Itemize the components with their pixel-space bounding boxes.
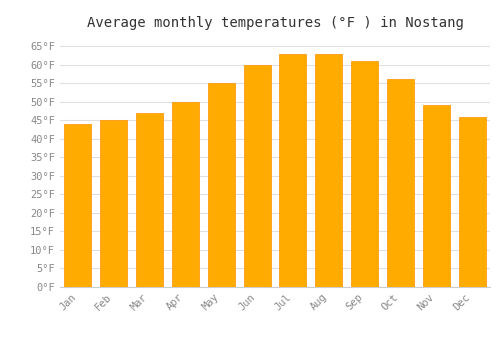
Bar <box>208 83 234 287</box>
Title: Average monthly temperatures (°F ) in Nostang: Average monthly temperatures (°F ) in No… <box>86 16 464 30</box>
Bar <box>172 102 199 287</box>
Bar <box>458 117 485 287</box>
Bar <box>351 61 378 287</box>
Bar <box>387 79 414 287</box>
Bar <box>64 124 92 287</box>
Bar <box>136 113 163 287</box>
Bar <box>423 105 450 287</box>
Bar <box>316 54 342 287</box>
Bar <box>100 120 127 287</box>
Bar <box>244 65 270 287</box>
Bar <box>280 54 306 287</box>
